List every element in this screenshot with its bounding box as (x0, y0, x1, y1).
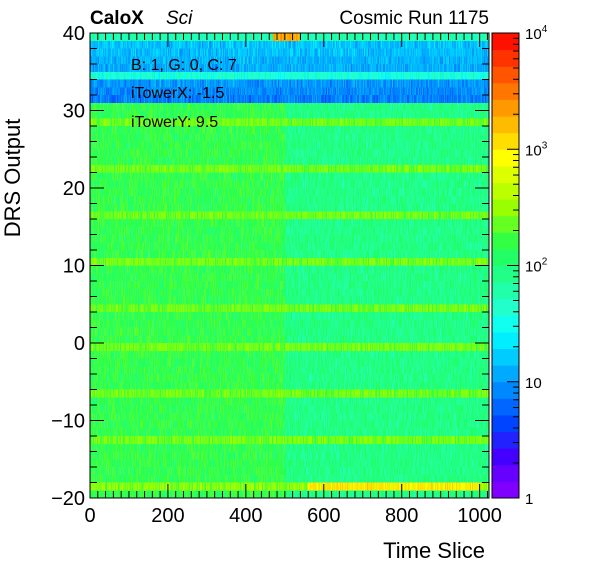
header: CaloX Sci Cosmic Run 1175 (90, 8, 489, 29)
annotation-itowery: iTowerY: 9.5 (131, 114, 218, 131)
x-tick-label: 400 (229, 505, 262, 527)
colorbar-cell (492, 99, 519, 117)
colorbar-cell (492, 66, 519, 84)
annotation-bgc: B: 1, G: 0, C: 7 (131, 57, 237, 74)
y-tick-label: 10 (63, 256, 85, 278)
colorbar-cell (492, 165, 519, 183)
y-tick-label: 0 (74, 333, 85, 355)
colorbar-cell (492, 182, 519, 200)
colorbar-cell (492, 215, 519, 233)
annotations: B: 1, G: 0, C: 7 iTowerX: -1.5 iTowerY: … (131, 57, 237, 131)
x-axis-ticks (89, 33, 488, 498)
y-tick-label: 30 (63, 101, 85, 123)
colorbar-label: 1 (525, 491, 533, 508)
subtitle-label: Sci (166, 8, 193, 29)
y-axis-ticks (90, 32, 489, 499)
y-tick-label: 20 (63, 178, 85, 200)
colorbar-cell (492, 414, 519, 433)
colorbar-cell (492, 365, 519, 383)
y-axis-title: DRS Output (0, 119, 25, 238)
y-axis-tick-labels: −20 −10 0 10 20 30 40 (51, 23, 85, 510)
colorbar-cell (492, 381, 519, 399)
colorbar-cell (492, 232, 519, 250)
colorbar-cell (492, 132, 519, 150)
x-tick-label: 1000 (457, 505, 502, 527)
colorbar-cell (492, 464, 519, 482)
colorbar-cell (492, 49, 519, 67)
colorbar-cell (492, 481, 519, 499)
colorbar-ticks (507, 37, 519, 499)
y-tick-label: 40 (63, 23, 85, 45)
colorbar-cells (492, 33, 519, 499)
colorbar-cell (492, 149, 519, 167)
colorbar-cell (492, 116, 519, 134)
x-axis-tick-labels: 0 200 400 600 800 1000 (84, 505, 501, 527)
colorbar-label: 102 (525, 257, 548, 276)
colorbar-cell (492, 298, 519, 316)
run-label: Cosmic Run 1175 (339, 8, 489, 29)
colorbar-cell (492, 248, 519, 266)
x-tick-label: 600 (307, 505, 340, 527)
colorbar-label: 104 (525, 24, 548, 43)
x-tick-label: 0 (84, 505, 95, 527)
x-axis-title: Time Slice (383, 538, 485, 563)
experiment-label: CaloX (90, 8, 144, 29)
x-tick-label: 200 (151, 505, 184, 527)
colorbar-cell (492, 448, 519, 466)
colorbar-cell (492, 348, 519, 366)
colorbar-label: 10 (525, 375, 542, 392)
annotation-itowerx: iTowerX: -1.5 (131, 85, 224, 102)
colorbar-cell (492, 33, 519, 51)
colorbar-label: 103 (525, 140, 548, 159)
y-tick-label: −10 (51, 411, 85, 433)
x-tick-label: 800 (385, 505, 418, 527)
colorbar-labels: 1 10 102 103 104 (525, 24, 548, 508)
colorbar-cell (492, 315, 519, 333)
colorbar-cell (492, 431, 519, 449)
colorbar-cell (492, 398, 519, 416)
colorbar-cell (492, 82, 519, 100)
colorbar-cell (492, 199, 519, 217)
colorbar-cell (492, 265, 519, 283)
colorbar-cell (492, 331, 519, 350)
colorbar: 1 10 102 103 104 (491, 24, 548, 508)
colorbar-cell (492, 282, 519, 300)
y-tick-label: −20 (51, 488, 85, 510)
plot-area: 0 200 400 600 800 1000 −20 −10 0 10 20 30 40 (51, 23, 502, 527)
heatmap (90, 33, 489, 498)
